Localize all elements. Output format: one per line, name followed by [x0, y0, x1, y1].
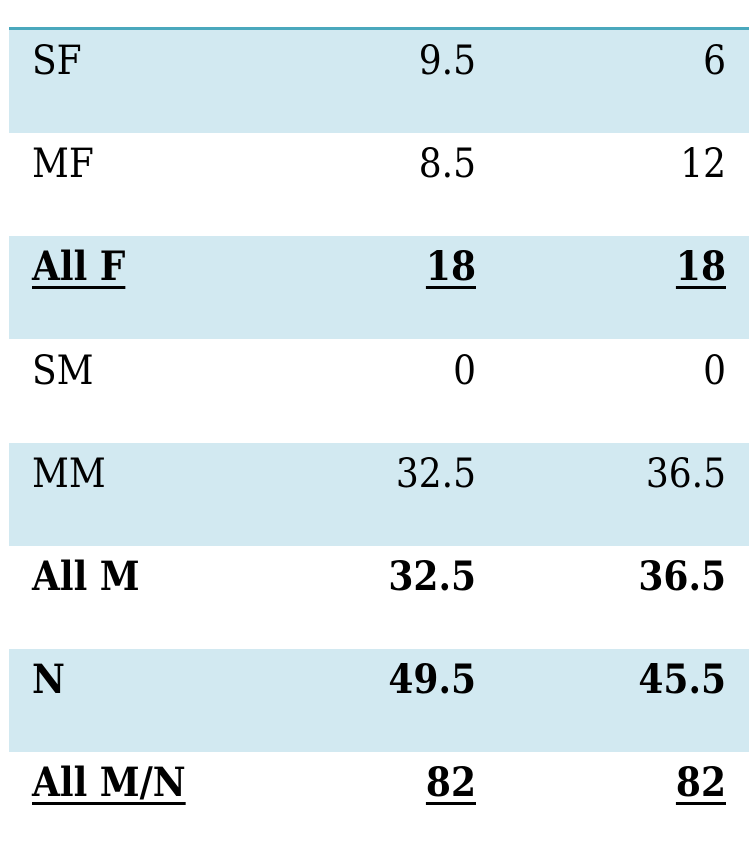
- table-row: SM 0 0: [9, 340, 749, 443]
- cell-value: 36.5: [638, 553, 726, 600]
- table-row: MF 8.5 12: [9, 133, 749, 236]
- row-label: SF: [32, 38, 82, 84]
- row-label: All F: [32, 243, 126, 291]
- cell-value: 6: [703, 38, 726, 84]
- cell-value: 18: [675, 243, 726, 291]
- cell-value: 36.5: [645, 450, 726, 497]
- table-row: All F 18 18: [9, 236, 749, 340]
- table-row: N 49.5 45.5: [9, 649, 749, 753]
- row-label: All M/N: [32, 759, 186, 807]
- cell-value: 8.5: [418, 141, 476, 188]
- row-label: N: [32, 656, 65, 704]
- cell-value: 49.5: [388, 656, 476, 704]
- cell-value: 82: [675, 759, 726, 807]
- row-label: MM: [32, 450, 106, 497]
- table-row: SF 9.5 6: [9, 30, 749, 133]
- table-row: MM 32.5 36.5: [9, 442, 749, 546]
- cell-value: 0: [453, 347, 476, 394]
- cell-value: 9.5: [418, 38, 476, 84]
- cell-value: 0: [703, 347, 726, 394]
- table-top-border: [9, 27, 749, 30]
- row-label: MF: [32, 141, 94, 188]
- table-row: All M/N 82 82: [9, 752, 749, 846]
- cell-value: 18: [425, 243, 476, 291]
- cell-value: 32.5: [388, 553, 476, 600]
- cell-value: 32.5: [395, 450, 476, 497]
- cell-value: 12: [680, 141, 726, 188]
- cell-value: 82: [425, 759, 476, 807]
- row-label: SM: [32, 347, 94, 394]
- cell-value: 45.5: [638, 656, 726, 704]
- table-row: All M 32.5 36.5: [9, 546, 749, 649]
- row-label: All M: [32, 553, 140, 600]
